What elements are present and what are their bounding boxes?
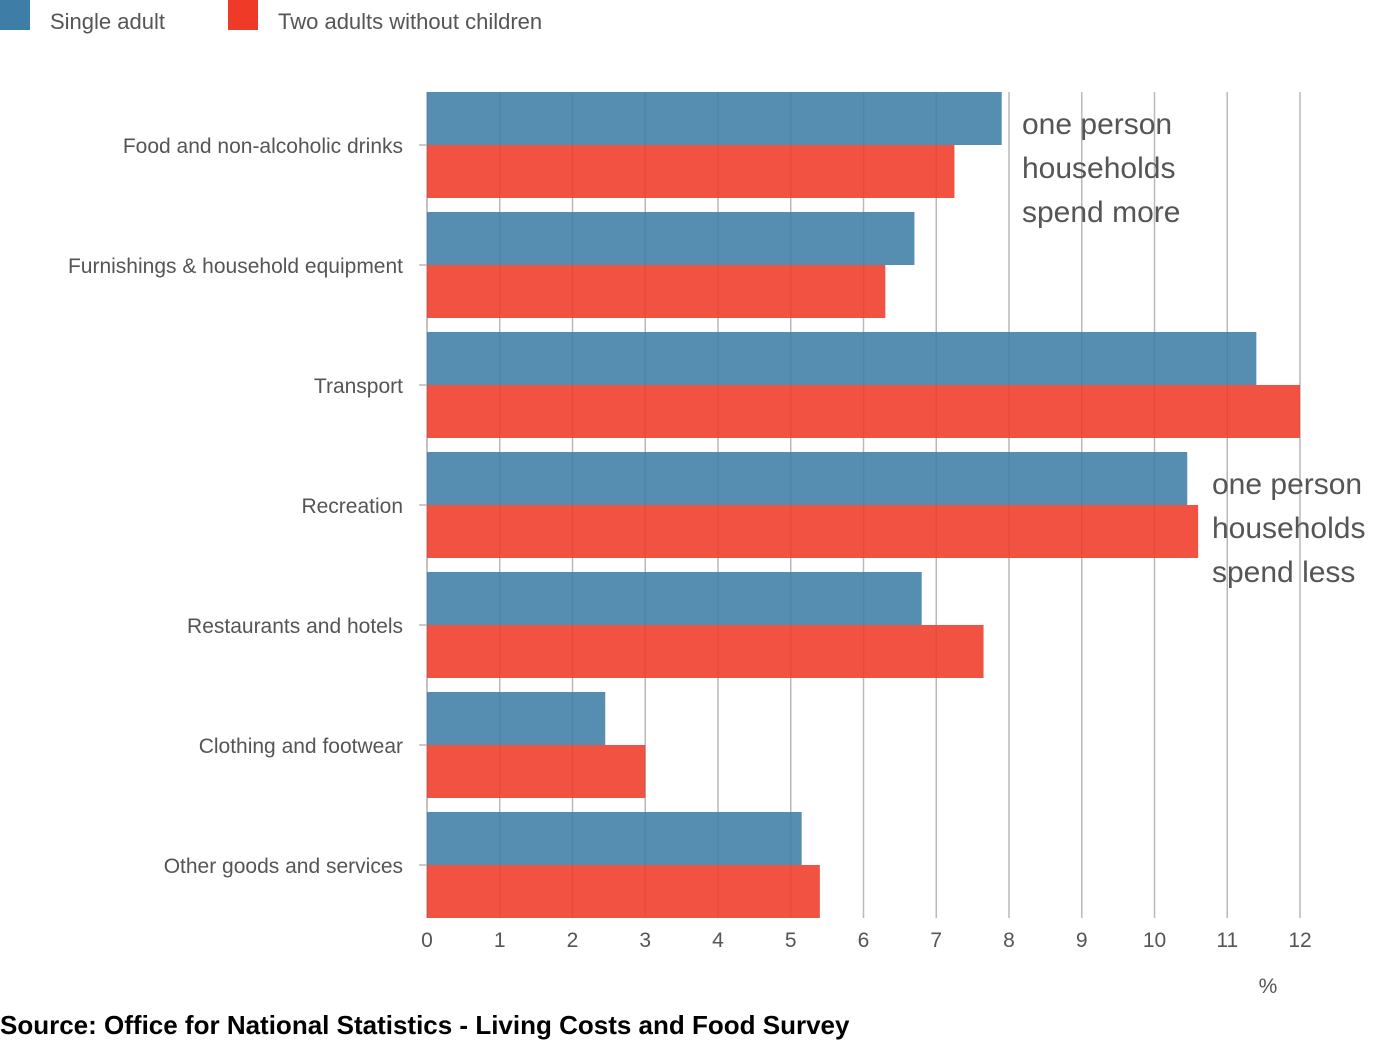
annotations: one person households spend more one person…	[1022, 108, 1365, 589]
source-note: Source: Office for National Statistics -…	[0, 1010, 850, 1040]
x-tick-label: 11	[1216, 929, 1238, 952]
category-label: Recreation	[301, 495, 403, 518]
annotation-line: one person	[1022, 108, 1172, 141]
annotation-line: one person	[1212, 468, 1362, 501]
x-tick-label: 8	[1003, 929, 1015, 952]
category-label: Food and non-alcoholic drinks	[123, 135, 403, 158]
bar-two-adults	[427, 505, 1199, 558]
x-tick-label: 9	[1076, 929, 1088, 952]
bar-two-adults	[427, 145, 955, 198]
bar-single-adult	[427, 92, 1002, 145]
annotation-line: households	[1022, 152, 1175, 185]
x-tick-label: 3	[639, 929, 651, 952]
bar-single-adult	[427, 572, 922, 625]
bar-two-adults	[427, 265, 886, 318]
x-tick-label: 4	[712, 929, 724, 952]
legend-swatch	[228, 0, 258, 30]
category-label: Transport	[314, 375, 403, 398]
legend-label: Single adult	[50, 9, 165, 34]
category-label: Restaurants and hotels	[187, 615, 403, 638]
x-tick-label: 2	[567, 929, 579, 952]
x-axis-ticks: 0 1 2 3 4 5 6 7 8 9 10 11 12	[421, 929, 1312, 952]
x-tick-label: 7	[930, 929, 942, 952]
bars	[427, 92, 1300, 918]
category-label: Other goods and services	[164, 855, 403, 878]
bar-single-adult	[427, 812, 802, 865]
category-label: Clothing and footwear	[199, 735, 403, 758]
bar-single-adult	[427, 452, 1188, 505]
x-axis-label: %	[1259, 975, 1278, 998]
legend-swatch	[0, 0, 30, 30]
annotation-line: spend more	[1022, 196, 1180, 229]
x-tick-label: 0	[421, 929, 433, 952]
category-label: Furnishings & household equipment	[68, 255, 403, 278]
annotation-line: households	[1212, 512, 1365, 545]
legend: Single adult Two adults without children	[0, 0, 542, 34]
x-tick-label: 10	[1143, 929, 1166, 952]
bar-two-adults	[427, 385, 1300, 438]
bar-single-adult	[427, 332, 1257, 385]
bar-two-adults	[427, 625, 984, 678]
category-labels: Food and non-alcoholic drinks Furnishings…	[68, 135, 427, 878]
x-tick-label: 6	[858, 929, 870, 952]
x-tick-label: 5	[785, 929, 797, 952]
legend-label: Two adults without children	[278, 9, 542, 34]
bar-single-adult	[427, 692, 606, 745]
bar-two-adults	[427, 865, 820, 918]
x-tick-label: 12	[1288, 929, 1311, 952]
bar-two-adults	[427, 745, 646, 798]
x-tick-label: 1	[494, 929, 506, 952]
bar-single-adult	[427, 212, 915, 265]
annotation-line: spend less	[1212, 556, 1355, 589]
